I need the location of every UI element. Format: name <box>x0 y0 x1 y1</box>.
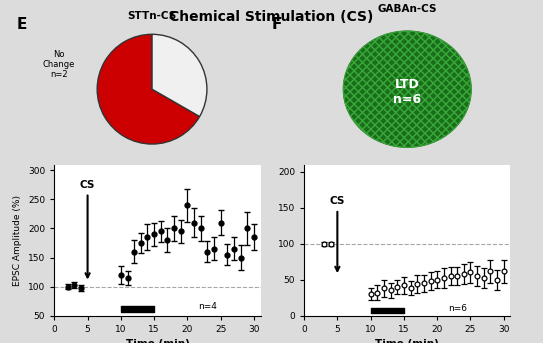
Title: GABAn-CS: GABAn-CS <box>377 4 437 14</box>
Wedge shape <box>97 34 200 144</box>
Title: STTn-CS: STTn-CS <box>128 11 176 21</box>
Text: LTD
n=6: LTD n=6 <box>393 78 421 106</box>
Text: CS: CS <box>80 180 95 277</box>
Text: n=4: n=4 <box>198 303 217 311</box>
Text: n=6: n=6 <box>447 304 466 313</box>
Text: Chemical Stimulation (CS): Chemical Stimulation (CS) <box>169 10 374 24</box>
Text: CS: CS <box>330 196 345 271</box>
Y-axis label: EPSC Amplitude (%): EPSC Amplitude (%) <box>14 194 22 286</box>
Ellipse shape <box>343 31 471 147</box>
X-axis label: Time (min): Time (min) <box>125 339 190 343</box>
Text: F: F <box>272 17 282 32</box>
Text: No
Change
n=2: No Change n=2 <box>42 50 75 79</box>
Text: E: E <box>16 17 27 32</box>
Text: LTP
n=4: LTP n=4 <box>113 188 136 210</box>
X-axis label: Time (min): Time (min) <box>375 339 439 343</box>
Wedge shape <box>152 34 207 117</box>
